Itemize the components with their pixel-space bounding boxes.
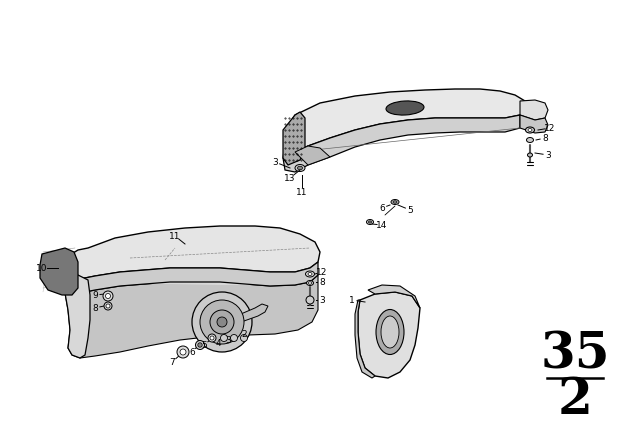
Text: 35: 35 [540,331,610,379]
Circle shape [210,336,214,340]
Ellipse shape [391,199,399,204]
Text: 5: 5 [201,340,207,349]
Text: 5: 5 [407,206,413,215]
Polygon shape [222,304,268,326]
Circle shape [180,349,186,355]
Polygon shape [358,292,420,378]
Text: 2: 2 [557,375,593,425]
Text: 6: 6 [189,348,195,357]
Polygon shape [285,89,527,152]
Text: 11: 11 [169,232,180,241]
Text: 3: 3 [319,296,325,305]
Circle shape [106,293,111,298]
Text: 8: 8 [542,134,548,142]
Ellipse shape [369,221,371,223]
Circle shape [217,317,227,327]
Circle shape [104,302,112,310]
Polygon shape [58,270,90,358]
Ellipse shape [298,166,303,170]
Text: 4: 4 [215,339,221,348]
Polygon shape [368,285,420,308]
Text: 6: 6 [379,203,385,212]
Ellipse shape [305,271,314,277]
Ellipse shape [525,127,534,133]
Ellipse shape [527,153,532,157]
Circle shape [106,304,110,308]
Ellipse shape [528,129,532,132]
Text: 12: 12 [316,267,328,276]
Polygon shape [145,262,310,285]
Text: 11: 11 [296,188,308,197]
Circle shape [221,335,227,341]
Text: 14: 14 [376,220,388,229]
Polygon shape [283,112,305,165]
Ellipse shape [308,282,312,284]
Ellipse shape [386,101,424,115]
Ellipse shape [393,201,397,203]
Text: 8: 8 [319,277,325,287]
Polygon shape [58,262,318,294]
Circle shape [195,340,205,349]
Circle shape [208,334,216,342]
Polygon shape [520,115,548,133]
Circle shape [306,296,314,304]
Ellipse shape [308,272,312,276]
Circle shape [198,343,202,347]
Text: 10: 10 [36,263,48,272]
Text: 12: 12 [544,124,556,133]
Polygon shape [295,146,330,165]
Circle shape [210,310,234,334]
Polygon shape [60,226,320,280]
Ellipse shape [381,316,399,348]
Polygon shape [283,115,520,172]
Circle shape [177,346,189,358]
Polygon shape [520,100,548,120]
Circle shape [192,292,252,352]
Polygon shape [40,248,78,295]
Circle shape [241,335,248,341]
Text: 9: 9 [92,290,98,300]
Circle shape [200,300,244,344]
Text: 8: 8 [92,303,98,313]
Text: 2: 2 [241,329,247,339]
Text: 7: 7 [169,358,175,366]
Ellipse shape [307,280,314,285]
Circle shape [103,291,113,301]
Ellipse shape [295,164,305,172]
Polygon shape [65,275,318,358]
Text: 3: 3 [545,151,551,159]
Ellipse shape [367,220,374,224]
Polygon shape [355,300,375,378]
Ellipse shape [376,310,404,354]
Text: 13: 13 [284,173,296,182]
Text: 3: 3 [225,336,231,345]
Ellipse shape [527,138,534,142]
Text: 1: 1 [349,296,355,305]
Circle shape [230,335,237,341]
Text: 3: 3 [272,158,278,167]
